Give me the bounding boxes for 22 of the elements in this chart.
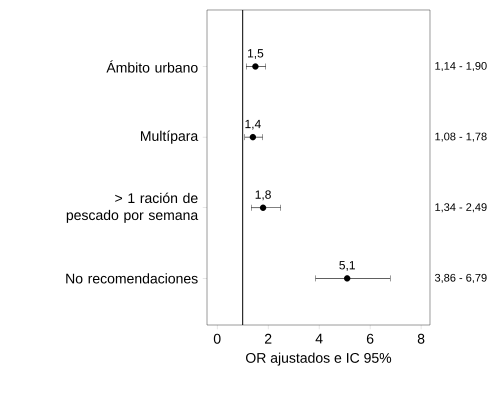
x-axis-title: OR ajustados e IC 95% [246, 352, 392, 366]
point [250, 134, 256, 140]
y-tick-label: Multípara [140, 130, 198, 144]
x-tick-label: 4 [316, 334, 323, 344]
data-label: 1,5 [248, 49, 264, 59]
x-tick-label: 2 [264, 334, 272, 344]
y-tick-label: No recomendaciones [66, 273, 198, 284]
point [260, 204, 266, 211]
x-tick-label: 8 [418, 334, 424, 344]
y-tick-label: > 1 ración de pescado por semana [66, 192, 198, 223]
text: 1,08 - 1,78 [435, 132, 487, 142]
data-label: 1,4 [245, 120, 261, 130]
data-label: 5,1 [339, 261, 355, 271]
data-label: 1,8 [256, 190, 271, 200]
text: 1,34 - 2,49 [435, 203, 487, 212]
x-tick-label: 0 [214, 334, 221, 344]
point [252, 63, 259, 70]
point [344, 275, 350, 282]
y-tick-label: Ámbito urbano [106, 60, 198, 73]
text: 1,14 - 1,90 [435, 62, 487, 72]
text: 3,86 - 6,79 [434, 274, 487, 283]
x-tick-label: 6 [366, 334, 374, 344]
